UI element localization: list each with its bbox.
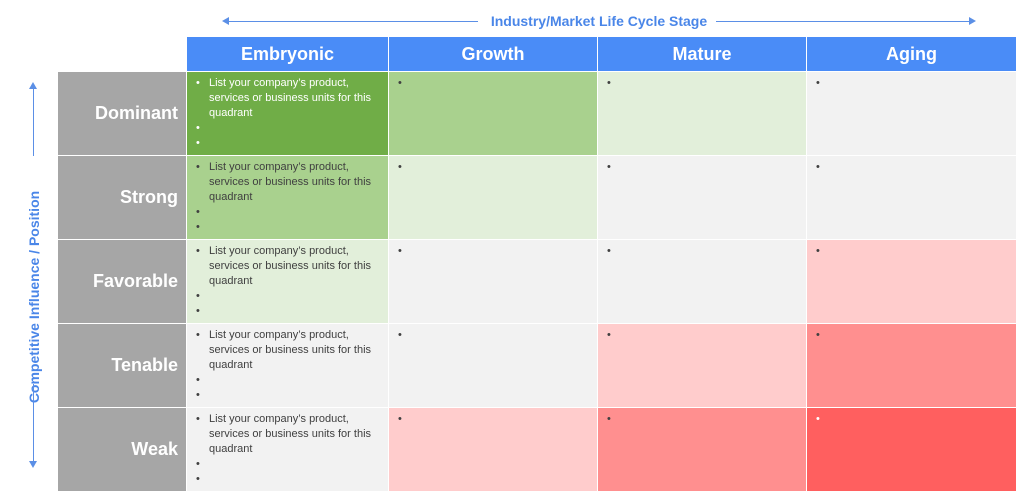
row-label-strong: Strong <box>58 156 186 239</box>
bullet-item <box>195 136 380 151</box>
arrow-down-icon <box>29 461 37 468</box>
bullet-item: List your company’s product, services or… <box>195 412 380 457</box>
bullet-item <box>606 244 798 259</box>
matrix-cell-favorable-growth[interactable] <box>389 240 597 323</box>
matrix-cell-weak-embryonic[interactable]: List your company’s product, services or… <box>187 408 388 491</box>
bullet-list <box>815 76 1008 91</box>
bullet-list <box>606 160 798 175</box>
bullet-list: List your company’s product, services or… <box>195 412 380 487</box>
bullet-list <box>815 244 1008 259</box>
bullet-item <box>397 328 589 343</box>
bullet-item: List your company’s product, services or… <box>195 328 380 373</box>
arrow-right-icon <box>969 17 976 25</box>
bullet-item <box>195 457 380 472</box>
matrix-cell-dominant-aging[interactable] <box>807 72 1016 155</box>
matrix-cell-tenable-mature[interactable] <box>598 324 806 407</box>
bullet-item <box>195 373 380 388</box>
bullet-list <box>815 160 1008 175</box>
matrix-cell-strong-growth[interactable] <box>389 156 597 239</box>
bullet-item <box>195 289 380 304</box>
bullet-item <box>815 76 1008 91</box>
column-header-growth: Growth <box>389 37 597 71</box>
bullet-item <box>195 472 380 487</box>
bullet-list <box>815 412 1008 427</box>
bullet-item <box>397 160 589 175</box>
row-label-weak: Weak <box>58 408 186 491</box>
bullet-list <box>397 328 589 343</box>
matrix-cell-favorable-aging[interactable] <box>807 240 1016 323</box>
bullet-list <box>397 244 589 259</box>
bullet-item <box>606 160 798 175</box>
bullet-item <box>397 76 589 91</box>
bullet-item <box>815 244 1008 259</box>
bullet-item <box>815 412 1008 427</box>
row-label-favorable: Favorable <box>58 240 186 323</box>
bullet-list <box>606 76 798 91</box>
column-header-aging: Aging <box>807 37 1016 71</box>
row-label-tenable: Tenable <box>58 324 186 407</box>
arrow-up-icon <box>29 82 37 89</box>
bullet-list: List your company’s product, services or… <box>195 328 380 403</box>
matrix-cell-weak-aging[interactable] <box>807 408 1016 491</box>
axis-line-bottom <box>33 384 34 462</box>
bullet-list <box>606 244 798 259</box>
bullet-item: List your company’s product, services or… <box>195 76 380 121</box>
bullet-item <box>397 244 589 259</box>
bullet-list: List your company’s product, services or… <box>195 244 380 319</box>
top-axis: Industry/Market Life Cycle Stage <box>222 12 976 32</box>
bullet-item <box>606 76 798 91</box>
bullet-item <box>606 328 798 343</box>
bullet-list <box>397 412 589 427</box>
left-axis: Competitive Influence / Position <box>22 82 46 468</box>
matrix-cell-weak-growth[interactable] <box>389 408 597 491</box>
axis-line-left <box>226 21 478 22</box>
bullet-list <box>606 328 798 343</box>
matrix-cell-dominant-growth[interactable] <box>389 72 597 155</box>
matrix-cell-dominant-mature[interactable] <box>598 72 806 155</box>
row-label-dominant: Dominant <box>58 72 186 155</box>
axis-line-right <box>716 21 972 22</box>
axis-line-top <box>33 88 34 156</box>
bullet-item: List your company’s product, services or… <box>195 160 380 205</box>
bullet-list: List your company’s product, services or… <box>195 160 380 235</box>
bullet-list: List your company’s product, services or… <box>195 76 380 151</box>
matrix-corner <box>58 37 186 71</box>
bullet-list <box>397 76 589 91</box>
bullet-item <box>815 328 1008 343</box>
bullet-item <box>815 160 1008 175</box>
bullet-item <box>195 205 380 220</box>
matrix-cell-strong-mature[interactable] <box>598 156 806 239</box>
arrow-left-icon <box>222 17 229 25</box>
column-header-embryonic: Embryonic <box>187 37 388 71</box>
matrix-cell-strong-embryonic[interactable]: List your company’s product, services or… <box>187 156 388 239</box>
life-cycle-matrix: Embryonic Growth Mature Aging DominantLi… <box>58 37 1016 491</box>
bullet-item <box>195 121 380 136</box>
left-axis-label: Competitive Influence / Position <box>26 190 42 404</box>
bullet-item <box>195 220 380 235</box>
bullet-item <box>397 412 589 427</box>
top-axis-label: Industry/Market Life Cycle Stage <box>490 13 708 29</box>
bullet-list <box>815 328 1008 343</box>
matrix-cell-tenable-aging[interactable] <box>807 324 1016 407</box>
matrix-cell-dominant-embryonic[interactable]: List your company’s product, services or… <box>187 72 388 155</box>
bullet-item <box>195 388 380 403</box>
bullet-list <box>606 412 798 427</box>
matrix-cell-favorable-mature[interactable] <box>598 240 806 323</box>
matrix-cell-tenable-growth[interactable] <box>389 324 597 407</box>
bullet-list <box>397 160 589 175</box>
matrix-cell-tenable-embryonic[interactable]: List your company’s product, services or… <box>187 324 388 407</box>
matrix-cell-favorable-embryonic[interactable]: List your company’s product, services or… <box>187 240 388 323</box>
matrix-cell-strong-aging[interactable] <box>807 156 1016 239</box>
matrix-cell-weak-mature[interactable] <box>598 408 806 491</box>
bullet-item: List your company’s product, services or… <box>195 244 380 289</box>
column-header-mature: Mature <box>598 37 806 71</box>
bullet-item <box>606 412 798 427</box>
bullet-item <box>195 304 380 319</box>
